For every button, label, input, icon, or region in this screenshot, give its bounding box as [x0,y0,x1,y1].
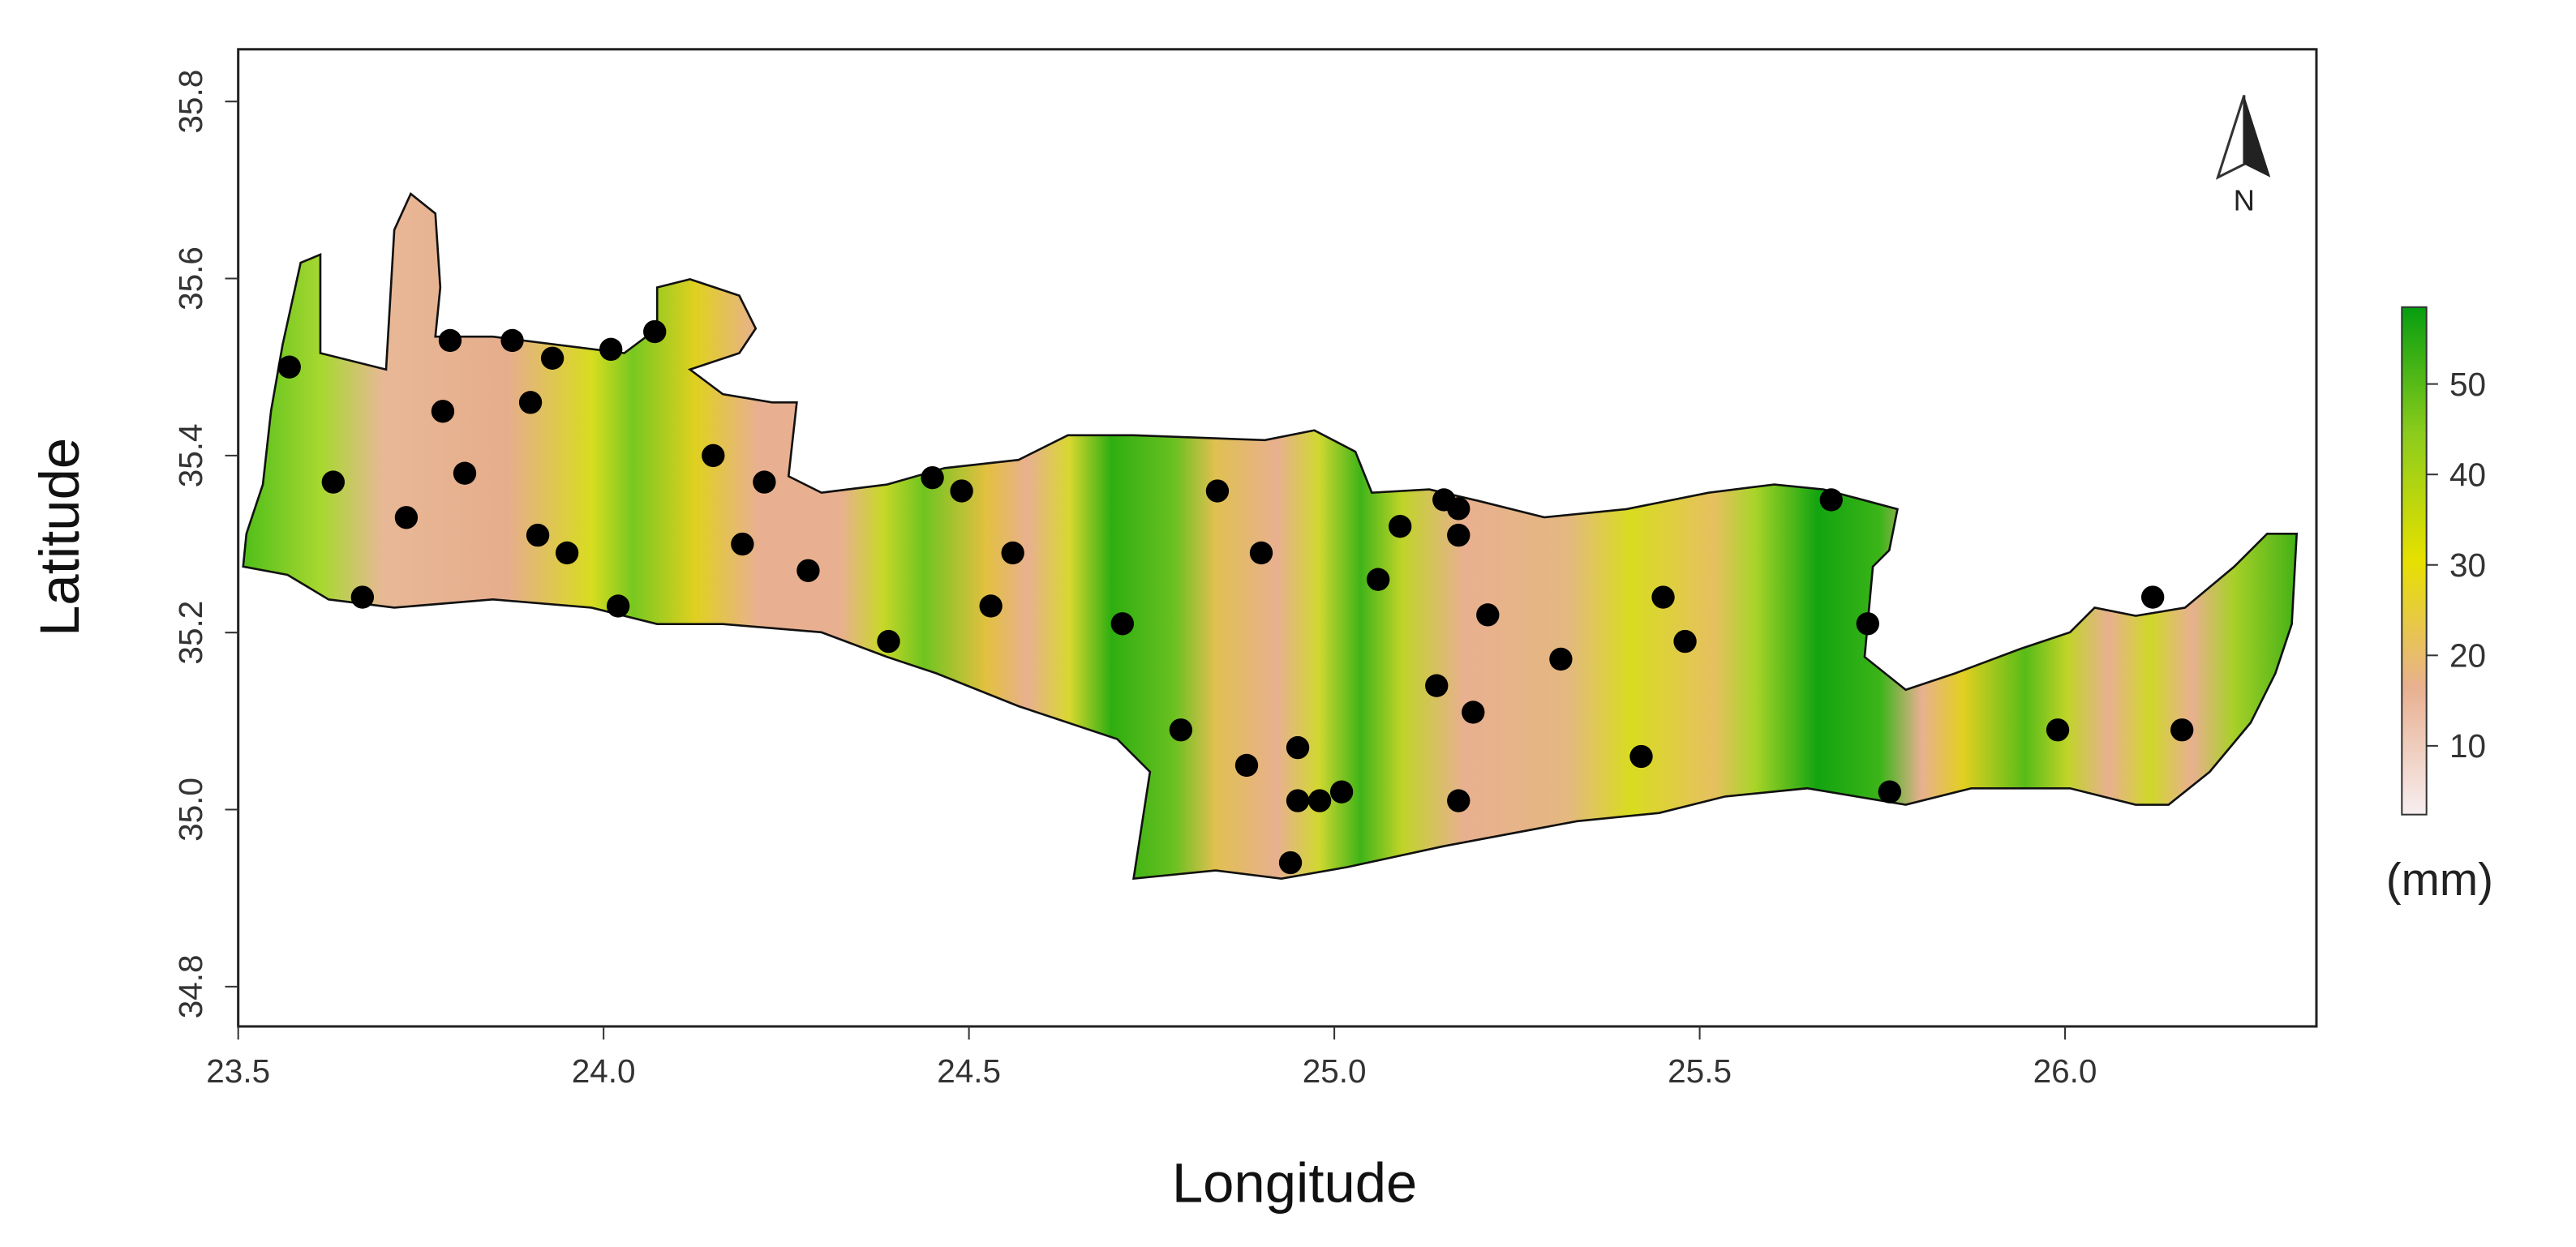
y-tick-label: 35.2 [172,601,209,665]
north-label: N [2234,183,2255,216]
station-point [2140,585,2165,609]
station-point [2046,718,2070,742]
station-point [921,465,944,490]
x-tick-label: 26.0 [2033,1052,2097,1090]
station-point [526,523,550,547]
x-tick-label: 25.0 [1303,1052,1367,1090]
station-point [1249,541,1273,565]
north-arrow: N [2215,95,2271,216]
station-point [1651,585,1675,609]
station-point [394,506,419,529]
y-tick-label: 35.0 [172,778,209,842]
station-point [731,532,754,556]
station-point [950,479,973,503]
station-point [431,400,455,423]
station-point [753,470,776,494]
x-tick-label: 24.5 [937,1052,1001,1090]
x-tick-label: 25.5 [1668,1052,1732,1090]
x-tick-label: 24.0 [572,1052,636,1090]
station-point [1425,674,1449,697]
station-point [277,355,301,379]
station-point [599,337,623,362]
station-point [1549,647,1573,671]
station-point [1629,744,1653,769]
colorbar-label: (mm) [2386,855,2493,906]
y-tick-label: 35.4 [172,423,209,487]
station-point [1286,789,1310,812]
station-point [796,559,820,582]
station-point [1462,701,1485,724]
station-point [1001,541,1024,565]
colorbar [2401,306,2428,816]
station-point [438,328,462,353]
x-tick-label: 23.5 [206,1052,270,1090]
station-point [1278,851,1303,875]
colorbar-tick-label: 20 [2449,636,2486,674]
station-point [500,328,524,353]
station-point [2170,718,2194,742]
colorbar-tick-label: 30 [2449,546,2486,584]
station-point [1110,612,1135,636]
y-tick-label: 35.8 [172,70,209,134]
station-point [555,541,579,565]
station-point [877,629,900,653]
station-point [321,470,345,494]
station-point [1476,603,1500,627]
station-point [1205,479,1230,503]
colorbar-tick-label: 40 [2449,456,2486,493]
station-point [518,391,543,414]
station-point [1286,735,1310,760]
station-point [1307,789,1332,812]
station-point [1447,789,1470,812]
x-axis-label: Longitude [1172,1152,1418,1215]
station-point [1878,780,1901,803]
station-point [1169,718,1193,742]
station-point [1366,568,1390,591]
station-point [1234,753,1259,778]
station-point [1329,780,1354,803]
station-point [702,444,725,468]
y-axis-label: Latitude [28,438,91,636]
station-point [1819,488,1843,512]
station-point [643,319,667,344]
station-point [1447,497,1470,521]
y-tick-label: 34.8 [172,954,209,1018]
station-point [607,594,630,618]
colorbar-tick-label: 50 [2449,366,2486,403]
station-point [1389,514,1412,538]
station-point [1447,523,1470,547]
station-point [1856,612,1879,636]
y-tick-label: 35.6 [172,246,209,311]
station-point [540,346,565,370]
colorbar-tick-label: 10 [2449,727,2486,765]
station-point [453,461,477,485]
station-point [979,594,1002,618]
station-point [350,585,375,609]
station-point [1673,629,1697,653]
